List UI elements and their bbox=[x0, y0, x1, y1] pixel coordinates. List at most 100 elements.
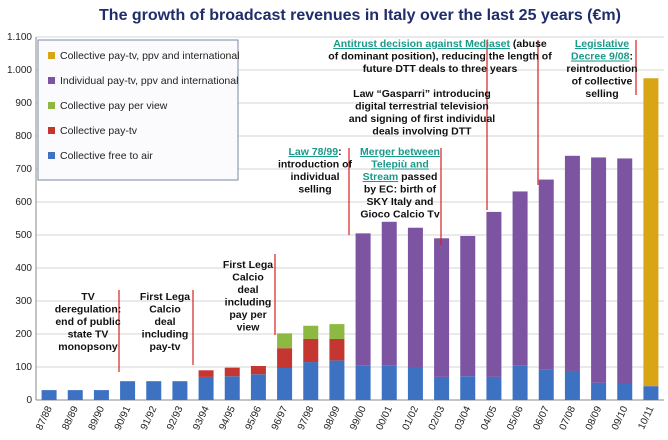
bar-segment bbox=[250, 366, 266, 375]
bar-segment bbox=[224, 376, 240, 400]
bar-segment bbox=[329, 360, 345, 400]
bar-segment bbox=[460, 235, 476, 377]
annotation-text: Gioco Calcio Tv bbox=[360, 209, 440, 221]
bar-segment bbox=[224, 367, 240, 377]
annotation: deal bbox=[154, 316, 175, 328]
bar-segment bbox=[355, 233, 371, 366]
y-tick-label: 300 bbox=[15, 296, 32, 307]
x-tick-label: 01/02 bbox=[401, 404, 422, 432]
annotation-link: Telepiù and bbox=[371, 159, 429, 171]
annotation-link: Antitrust decision against Mediaset bbox=[333, 38, 510, 50]
bar-segment bbox=[250, 374, 266, 400]
annotation-link: Legislative bbox=[575, 38, 629, 50]
legend-swatch bbox=[48, 127, 55, 134]
annotation-text: Law “Gasparri” introducing bbox=[353, 88, 491, 100]
x-tick-label: 97/98 bbox=[296, 404, 317, 432]
annotation: SKY Italy and bbox=[367, 196, 434, 208]
annotation-text: end of public bbox=[55, 316, 120, 328]
annotation: Calcio bbox=[149, 304, 181, 316]
x-tick-label: 02/03 bbox=[427, 404, 448, 432]
annotation: First Lega bbox=[223, 259, 273, 271]
legend-swatch bbox=[48, 77, 55, 84]
annotation: reintroduction bbox=[566, 63, 637, 75]
x-tick-label: 03/04 bbox=[453, 404, 474, 432]
bar-segment bbox=[198, 376, 214, 400]
x-tick-label: 05/06 bbox=[505, 404, 526, 432]
annotation-text: and signing of first individual bbox=[349, 113, 495, 125]
bar-segment bbox=[460, 376, 476, 400]
annotation-text: : bbox=[338, 146, 342, 158]
bar-segment bbox=[643, 78, 659, 387]
bar-segment bbox=[486, 211, 502, 377]
bar-segment bbox=[512, 191, 528, 366]
bar-segment bbox=[564, 370, 580, 400]
annotation: Calcio bbox=[232, 272, 264, 284]
annotation-text: Calcio bbox=[232, 272, 264, 284]
bar-segment bbox=[617, 158, 633, 384]
bar-segment bbox=[67, 390, 83, 400]
annotation-text: selling bbox=[585, 88, 618, 100]
annotation-link: Stream bbox=[363, 171, 399, 183]
annotation: deregulation: bbox=[55, 304, 122, 316]
x-tick-label: 08/09 bbox=[584, 404, 605, 432]
bar-segment bbox=[355, 365, 371, 400]
annotation: and signing of first individual bbox=[349, 113, 495, 125]
annotation: monopsony bbox=[58, 341, 118, 353]
y-tick-label: 900 bbox=[15, 98, 32, 109]
annotation: Stream passed bbox=[363, 171, 438, 183]
annotation-text: First Lega bbox=[140, 291, 190, 303]
annotation-text: First Lega bbox=[223, 259, 273, 271]
legend-label: Collective pay-tv, ppv and international bbox=[60, 50, 240, 62]
annotation: TV bbox=[81, 291, 94, 303]
bar-segment bbox=[591, 157, 607, 383]
annotation: Telepiù and bbox=[371, 159, 429, 171]
x-tick-label: 95/96 bbox=[244, 404, 265, 432]
annotation: including bbox=[142, 329, 189, 341]
bar-segment bbox=[277, 348, 293, 368]
annotation: future DTT deals to three years bbox=[363, 63, 518, 75]
annotation: including bbox=[225, 297, 272, 309]
x-tick-label: 88/89 bbox=[60, 404, 81, 432]
legend-label: Collective pay per view bbox=[60, 100, 168, 112]
x-tick-label: 89/90 bbox=[87, 404, 108, 432]
annotation-text: including bbox=[225, 297, 272, 309]
annotation: Antitrust decision against Mediaset (abu… bbox=[333, 38, 547, 50]
bar-segment bbox=[120, 381, 136, 400]
annotation: by EC: birth of bbox=[364, 184, 437, 196]
bar-segment bbox=[407, 367, 423, 400]
annotation-text: pay per bbox=[229, 309, 266, 321]
annotation: digital terrestrial television bbox=[355, 101, 489, 113]
bar-segment bbox=[303, 362, 319, 400]
annotation: of dominant position), reducing the leng… bbox=[328, 51, 552, 63]
bar-segment bbox=[172, 381, 188, 400]
bar-segment bbox=[146, 381, 162, 400]
annotation-text: digital terrestrial television bbox=[355, 101, 489, 113]
bar-segment bbox=[538, 369, 554, 400]
annotation: deal bbox=[237, 284, 258, 296]
annotation-text: introduction of bbox=[278, 159, 353, 171]
bar-segment bbox=[198, 370, 214, 377]
annotation: introduction of bbox=[278, 159, 353, 171]
annotation: end of public bbox=[55, 316, 120, 328]
annotation-text: SKY Italy and bbox=[367, 196, 434, 208]
annotation: Decree 9/08: bbox=[571, 51, 633, 63]
annotation-text: Calcio bbox=[149, 304, 181, 316]
y-tick-label: 200 bbox=[15, 329, 32, 340]
bar-segment bbox=[564, 155, 580, 371]
x-tick-label: 93/94 bbox=[191, 404, 212, 432]
bar-segment bbox=[486, 376, 502, 400]
y-tick-label: 600 bbox=[15, 197, 32, 208]
x-tick-label: 94/95 bbox=[217, 404, 238, 432]
annotation-text: deregulation: bbox=[55, 304, 122, 316]
annotation-text: of collective bbox=[572, 76, 633, 88]
annotation-text: of dominant position), reducing the leng… bbox=[328, 51, 552, 63]
x-tick-label: 07/08 bbox=[558, 404, 579, 432]
bar-segment bbox=[643, 386, 659, 400]
x-tick-label: 90/91 bbox=[113, 404, 134, 432]
bar-segment bbox=[303, 325, 319, 339]
bar-segment bbox=[381, 221, 397, 366]
annotation-text: monopsony bbox=[58, 341, 118, 353]
x-tick-label: 04/05 bbox=[479, 404, 500, 432]
legend-swatch bbox=[48, 52, 55, 59]
